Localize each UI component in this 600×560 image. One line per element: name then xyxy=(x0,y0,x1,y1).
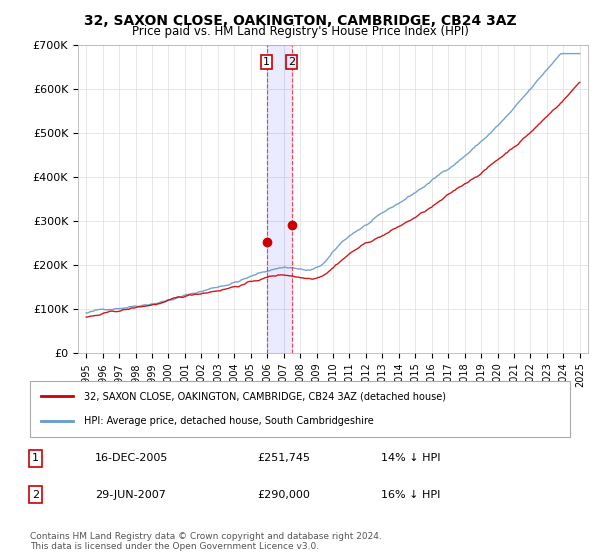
Text: 1: 1 xyxy=(263,57,270,67)
Text: 2: 2 xyxy=(32,490,39,500)
Text: Price paid vs. HM Land Registry's House Price Index (HPI): Price paid vs. HM Land Registry's House … xyxy=(131,25,469,38)
Text: 16-DEC-2005: 16-DEC-2005 xyxy=(95,454,168,464)
Text: HPI: Average price, detached house, South Cambridgeshire: HPI: Average price, detached house, Sout… xyxy=(84,416,374,426)
Text: 32, SAXON CLOSE, OAKINGTON, CAMBRIDGE, CB24 3AZ (detached house): 32, SAXON CLOSE, OAKINGTON, CAMBRIDGE, C… xyxy=(84,391,446,402)
Text: £251,745: £251,745 xyxy=(257,454,310,464)
Text: 32, SAXON CLOSE, OAKINGTON, CAMBRIDGE, CB24 3AZ: 32, SAXON CLOSE, OAKINGTON, CAMBRIDGE, C… xyxy=(83,14,517,28)
Text: £290,000: £290,000 xyxy=(257,490,310,500)
Text: 29-JUN-2007: 29-JUN-2007 xyxy=(95,490,166,500)
Bar xyxy=(266,45,292,353)
Text: 14% ↓ HPI: 14% ↓ HPI xyxy=(381,454,440,464)
Text: 1: 1 xyxy=(32,454,39,464)
Text: Contains HM Land Registry data © Crown copyright and database right 2024.
This d: Contains HM Land Registry data © Crown c… xyxy=(30,532,382,552)
FancyBboxPatch shape xyxy=(30,381,570,437)
Text: 2: 2 xyxy=(288,57,295,67)
Text: 16% ↓ HPI: 16% ↓ HPI xyxy=(381,490,440,500)
